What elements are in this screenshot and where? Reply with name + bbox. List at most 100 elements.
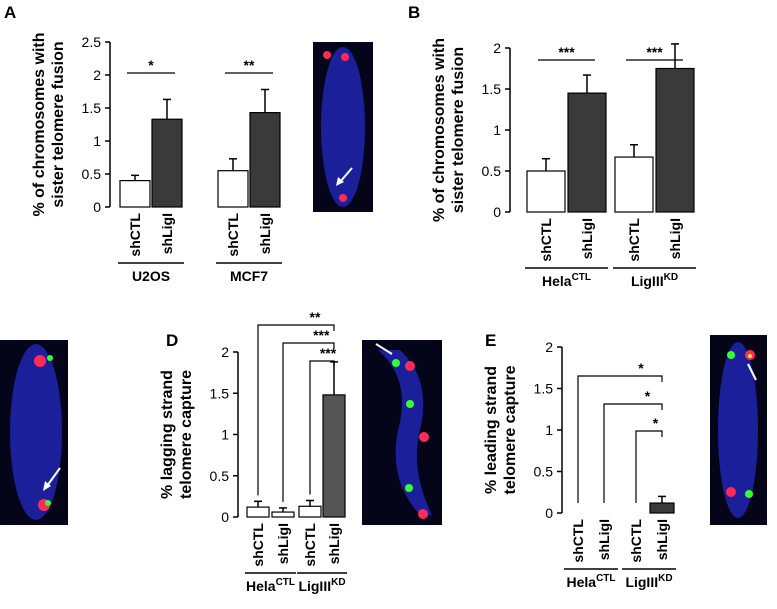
significance-label: ** [244, 57, 255, 73]
bar [322, 394, 346, 518]
panel-label: E [485, 331, 496, 350]
x-tick-label: shLigI [326, 523, 342, 564]
y-tick-label: 1 [493, 122, 501, 138]
x-tick-label: shLigI [257, 213, 273, 254]
group-label: U2OS [132, 268, 170, 284]
y-axis-label-line: telomere capture [502, 365, 519, 494]
y-axis-label: % of chromosomes with sister telomere fus… [431, 38, 467, 222]
y-tick-label: 1 [221, 427, 229, 443]
y-tick-label: 1 [545, 422, 553, 438]
y-tick-label: 2.5 [82, 34, 102, 50]
significance-label: *** [646, 44, 663, 60]
panel-label: A [4, 3, 16, 22]
bar [614, 156, 654, 213]
bar [567, 92, 607, 213]
y-axis-label-line: % of chromosomes with [431, 38, 448, 222]
y-tick-label: 0.5 [82, 166, 102, 182]
y-tick-label: 1 [93, 133, 101, 149]
y-axis-label: % of chromosomes with sister telomere fus… [31, 32, 67, 216]
x-tick-label: shCTL [127, 213, 143, 257]
group-label-text: LigIII [298, 578, 331, 594]
significance-label: * [638, 360, 644, 376]
y-tick-label: 2 [545, 339, 553, 355]
x-tick-label: shCTL [570, 519, 586, 563]
significance-label: *** [313, 327, 330, 343]
micrograph [0, 340, 68, 525]
significance-bracket [603, 403, 663, 503]
y-axis-label-line: sister telomere fusion [50, 41, 67, 207]
bar [271, 511, 295, 518]
group-label: HelaCTL [566, 573, 615, 590]
y-axis-label-line: sister telomere fusion [450, 47, 467, 213]
significance-label: *** [558, 44, 575, 60]
bar [151, 118, 183, 208]
x-tick-label: shCTL [250, 523, 266, 567]
y-tick-label: 0.5 [534, 464, 554, 480]
y-tick-label: 0 [221, 509, 229, 525]
group-label-sup: CTL [572, 272, 591, 283]
panel-label: B [408, 3, 420, 22]
x-tick-label: shLigI [667, 218, 683, 259]
group-label-sup: CTL [596, 573, 615, 584]
group-label: MCF7 [230, 268, 268, 284]
panel-label: D [166, 331, 178, 350]
significance-bracket [257, 324, 335, 496]
group-label-sup: KD [658, 573, 672, 584]
y-axis-label-line: % lagging strand [159, 370, 176, 499]
y-axis-label-line: telomere capture [178, 370, 195, 499]
significance-label: * [148, 57, 154, 73]
group-label-text: Hela [566, 574, 596, 590]
x-tick-label: shLigI [654, 519, 670, 560]
group-label-text: MCF7 [230, 268, 268, 284]
bar [249, 112, 281, 208]
group-label-sup: CTL [276, 577, 295, 588]
significance-bracket [309, 360, 335, 495]
y-tick-label: 2 [493, 40, 501, 56]
group-label-text: LigIII [631, 273, 664, 289]
y-tick-label: 2 [221, 344, 229, 360]
y-tick-label: 1.5 [82, 100, 102, 116]
x-tick-label: shCTL [302, 523, 318, 567]
group-label: HelaCTL [542, 272, 591, 289]
x-tick-label: shLigI [596, 519, 612, 560]
bar [217, 170, 249, 208]
bar [526, 170, 566, 213]
significance-bracket [282, 342, 335, 502]
y-tick-label: 2 [93, 67, 101, 83]
group-label: HelaCTL [246, 577, 295, 594]
group-label-text: U2OS [132, 268, 170, 284]
y-tick-label: 1.5 [210, 385, 230, 401]
bar [649, 502, 675, 514]
y-tick-label: 0.5 [210, 468, 230, 484]
bar [119, 180, 151, 208]
micrograph [710, 335, 767, 525]
x-tick-label: shCTL [538, 218, 554, 262]
group-label: LigIIIKD [298, 577, 345, 594]
y-axis-label-line: % of chromosomes with [31, 32, 48, 216]
y-axis-label: % lagging strand telomere capture [159, 370, 195, 499]
significance-label: ** [310, 309, 321, 325]
bar [246, 506, 270, 518]
group-label: LigIIIKD [631, 272, 678, 289]
y-tick-label: 0.5 [482, 163, 502, 179]
y-axis-label-line: % leading strand [483, 366, 500, 494]
significance-bracket [635, 430, 663, 503]
group-label-text: Hela [246, 578, 276, 594]
y-axis-label: % leading strand telomere capture [483, 365, 519, 494]
x-tick-label: shCTL [628, 519, 644, 563]
x-tick-label: shCTL [225, 213, 241, 257]
significance-label: * [653, 415, 659, 431]
x-tick-label: shLigI [159, 213, 175, 254]
y-tick-label: 0 [545, 505, 553, 521]
y-tick-label: 1.5 [482, 81, 502, 97]
y-tick-label: 0 [93, 199, 101, 215]
bar [655, 67, 695, 213]
group-label-sup: KD [664, 272, 678, 283]
significance-bracket [577, 375, 663, 503]
y-tick-label: 1.5 [534, 381, 554, 397]
x-tick-label: shLigI [275, 523, 291, 564]
group-label-text: LigIII [625, 574, 658, 590]
micrograph [313, 42, 373, 212]
group-label-sup: KD [331, 577, 345, 588]
